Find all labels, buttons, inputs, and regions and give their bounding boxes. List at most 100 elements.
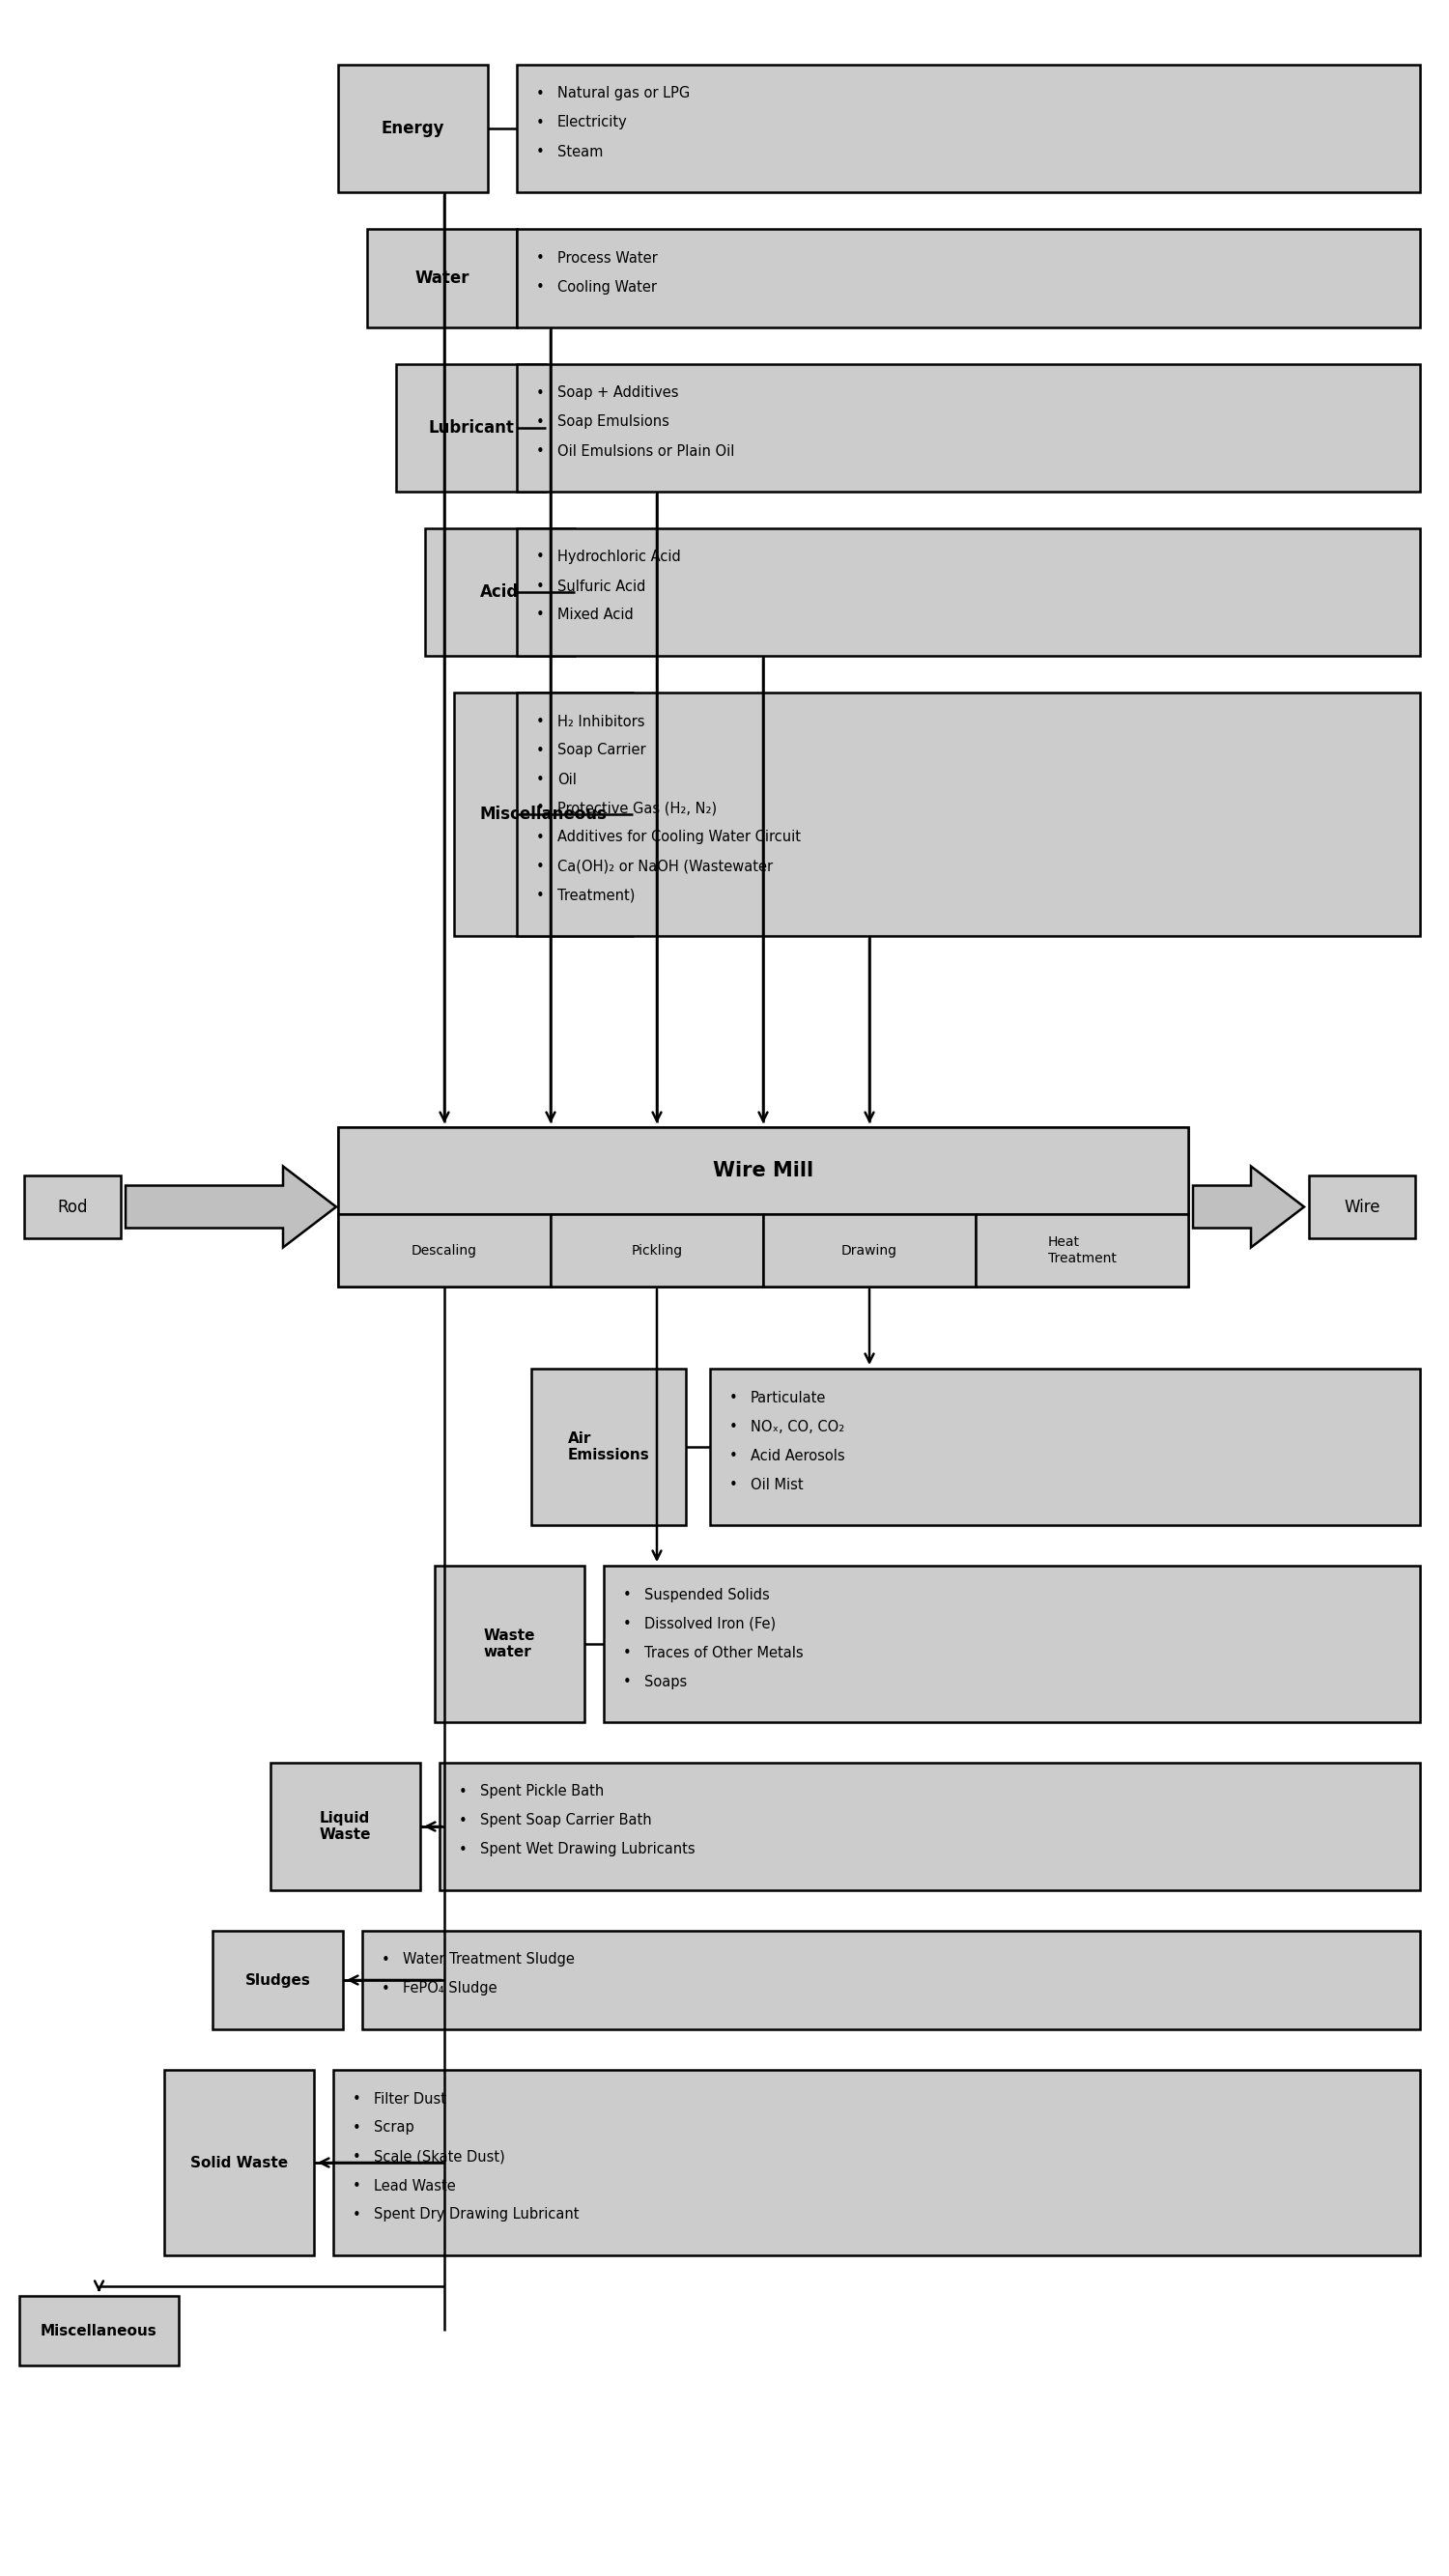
Bar xyxy=(517,229,1420,327)
Text: Oil: Oil xyxy=(558,773,577,786)
Bar xyxy=(435,1566,584,1723)
Text: Soaps: Soaps xyxy=(645,1674,687,1690)
Bar xyxy=(19,2295,178,2365)
Bar xyxy=(517,693,1420,935)
Bar xyxy=(517,528,1420,657)
Bar xyxy=(517,363,1420,492)
Text: •: • xyxy=(536,386,545,399)
Text: Air
Emissions: Air Emissions xyxy=(568,1432,649,1463)
Bar xyxy=(604,1566,1420,1723)
Text: •: • xyxy=(381,1953,390,1968)
Text: Protective Gas (H₂, N₂): Protective Gas (H₂, N₂) xyxy=(558,801,717,817)
Text: •: • xyxy=(536,801,545,817)
Text: •: • xyxy=(623,1587,632,1602)
Polygon shape xyxy=(126,1167,336,1247)
Text: Particulate: Particulate xyxy=(751,1391,826,1404)
Text: Treatment): Treatment) xyxy=(558,889,635,902)
Text: Energy: Energy xyxy=(381,118,445,137)
Text: •: • xyxy=(459,1785,467,1798)
Text: Suspended Solids: Suspended Solids xyxy=(645,1587,769,1602)
Bar xyxy=(764,1213,975,1285)
Text: Wire: Wire xyxy=(1345,1198,1381,1216)
Text: •: • xyxy=(623,1615,632,1631)
Text: Electricity: Electricity xyxy=(558,116,627,129)
Bar xyxy=(362,1932,1420,2030)
Text: Dissolved Iron (Fe): Dissolved Iron (Fe) xyxy=(645,1615,775,1631)
Text: •: • xyxy=(536,116,545,129)
Text: Natural gas or LPG: Natural gas or LPG xyxy=(558,88,690,100)
Text: Spent Dry Drawing Lubricant: Spent Dry Drawing Lubricant xyxy=(374,2208,580,2223)
Text: Spent Soap Carrier Bath: Spent Soap Carrier Bath xyxy=(480,1814,652,1829)
Text: •: • xyxy=(623,1674,632,1690)
Bar xyxy=(25,1175,120,1239)
Text: •: • xyxy=(536,860,545,873)
Text: Traces of Other Metals: Traces of Other Metals xyxy=(645,1646,803,1659)
Text: •: • xyxy=(352,2092,361,2107)
Text: Acid: Acid xyxy=(481,582,519,600)
Bar xyxy=(551,1213,764,1285)
Text: Ca(OH)₂ or NaOH (Wastewater: Ca(OH)₂ or NaOH (Wastewater xyxy=(558,860,772,873)
Text: •: • xyxy=(536,744,545,757)
Text: Soap Carrier: Soap Carrier xyxy=(558,744,646,757)
Text: •: • xyxy=(536,551,545,564)
Text: Filter Dust: Filter Dust xyxy=(374,2092,446,2107)
Text: •: • xyxy=(536,773,545,786)
Text: •: • xyxy=(459,1842,467,1857)
Text: Sludges: Sludges xyxy=(245,1973,310,1986)
Text: Spent Wet Drawing Lubricants: Spent Wet Drawing Lubricants xyxy=(480,1842,696,1857)
Text: Oil Mist: Oil Mist xyxy=(751,1476,803,1492)
Text: Acid Aerosols: Acid Aerosols xyxy=(751,1448,845,1463)
Bar xyxy=(367,229,517,327)
Text: Water: Water xyxy=(414,270,469,286)
Bar xyxy=(1308,1175,1416,1239)
Text: Rod: Rod xyxy=(58,1198,87,1216)
Text: Miscellaneous: Miscellaneous xyxy=(480,806,607,822)
Text: •: • xyxy=(536,144,545,160)
Text: •: • xyxy=(536,829,545,845)
Text: •: • xyxy=(729,1419,738,1435)
Text: •: • xyxy=(352,2179,361,2192)
Text: Water Treatment Sludge: Water Treatment Sludge xyxy=(403,1953,575,1968)
Text: Additives for Cooling Water Circuit: Additives for Cooling Water Circuit xyxy=(558,829,801,845)
Text: Soap Emulsions: Soap Emulsions xyxy=(558,415,669,430)
Bar xyxy=(213,1932,343,2030)
Text: Sulfuric Acid: Sulfuric Acid xyxy=(558,580,646,592)
Text: •: • xyxy=(536,580,545,592)
Text: Oil Emulsions or Plain Oil: Oil Emulsions or Plain Oil xyxy=(558,443,735,459)
Text: Wire Mill: Wire Mill xyxy=(713,1162,813,1180)
Bar xyxy=(271,1762,420,1891)
Text: •: • xyxy=(536,443,545,459)
Bar xyxy=(164,2071,314,2257)
Text: •: • xyxy=(536,88,545,100)
Text: •: • xyxy=(459,1814,467,1829)
Text: •: • xyxy=(536,608,545,623)
Text: Scale (Skate Dust): Scale (Skate Dust) xyxy=(374,2148,504,2164)
Bar xyxy=(532,1368,685,1525)
Text: Cooling Water: Cooling Water xyxy=(558,281,656,294)
Text: Heat
Treatment: Heat Treatment xyxy=(1048,1236,1116,1265)
Text: •: • xyxy=(352,2208,361,2223)
Text: •: • xyxy=(536,250,545,265)
Text: Lubricant: Lubricant xyxy=(427,420,514,435)
Bar xyxy=(425,528,575,657)
Text: Lead Waste: Lead Waste xyxy=(374,2179,455,2192)
Text: Process Water: Process Water xyxy=(558,250,658,265)
Bar xyxy=(338,1128,1188,1213)
Text: •: • xyxy=(536,281,545,294)
Text: Steam: Steam xyxy=(558,144,603,160)
Text: Waste
water: Waste water xyxy=(484,1628,536,1659)
Text: Drawing: Drawing xyxy=(842,1244,897,1257)
Text: NOₓ, CO, CO₂: NOₓ, CO, CO₂ xyxy=(751,1419,845,1435)
Bar xyxy=(454,693,633,935)
Polygon shape xyxy=(1193,1167,1304,1247)
Text: •: • xyxy=(536,889,545,902)
Text: Soap + Additives: Soap + Additives xyxy=(558,386,678,399)
Text: FePO₄ Sludge: FePO₄ Sludge xyxy=(403,1981,497,1996)
Text: Solid Waste: Solid Waste xyxy=(190,2156,288,2169)
Text: Descaling: Descaling xyxy=(412,1244,477,1257)
Text: •: • xyxy=(729,1448,738,1463)
Text: •: • xyxy=(352,2148,361,2164)
Text: •: • xyxy=(623,1646,632,1659)
Bar xyxy=(338,1128,1188,1285)
Text: Miscellaneous: Miscellaneous xyxy=(41,2324,158,2339)
